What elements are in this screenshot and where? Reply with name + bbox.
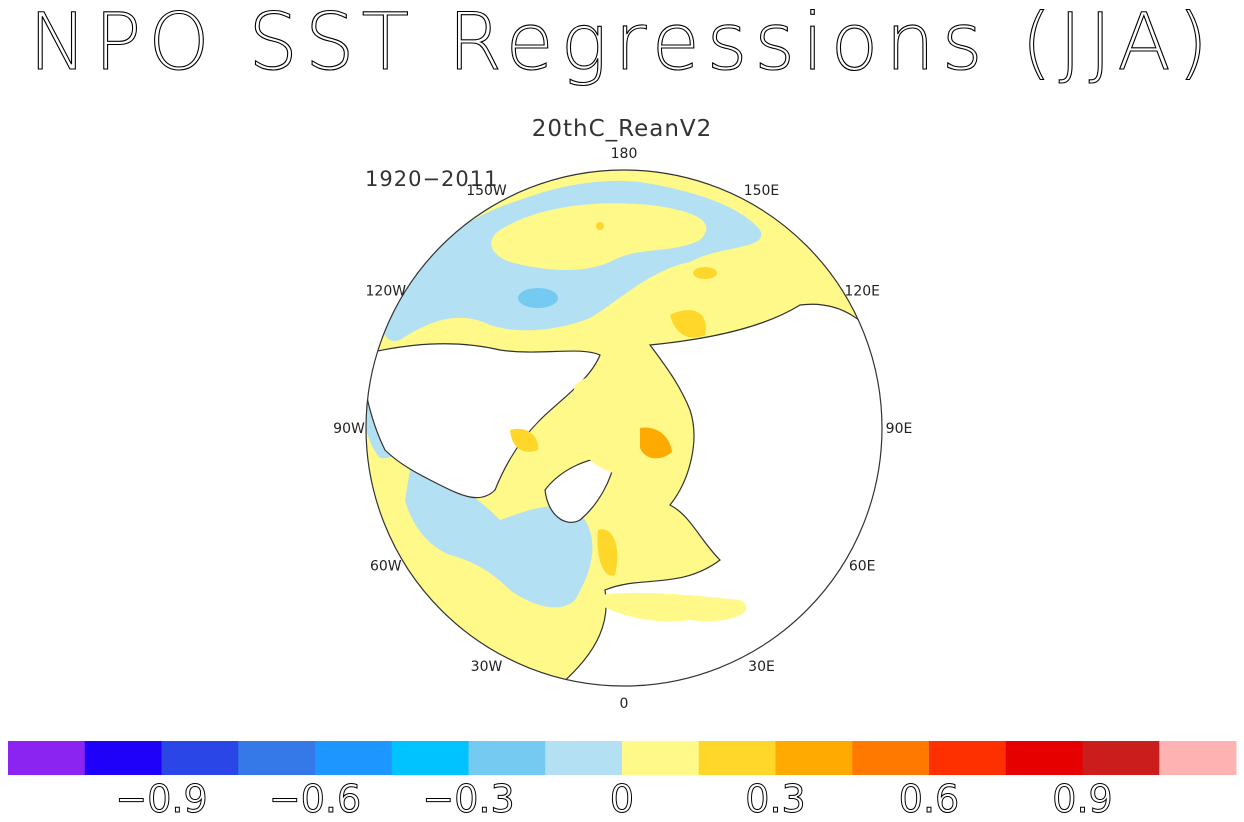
sst-field-arctic-warm (640, 427, 672, 459)
sst-field-med (600, 592, 747, 622)
colorbar-swatch (1159, 741, 1237, 775)
colorbar-swatch (698, 741, 776, 775)
longitude-label: 30E (748, 659, 775, 675)
sst-field-positive-npac (491, 203, 707, 270)
colorbar-swatch (315, 741, 393, 775)
sst-field-hudson (510, 428, 539, 452)
colorbar-tick-label: 0.9 (1052, 777, 1112, 821)
colorbar-swatch (468, 741, 546, 775)
longitude-label: 0 (620, 696, 629, 712)
longitude-label: 60W (370, 559, 402, 575)
land-greenland (544, 457, 616, 523)
period-label: 1920−2011 (365, 167, 499, 191)
colorbar-tick-label: 0.3 (745, 777, 805, 821)
land-eurasia (366, 303, 882, 686)
longitude-labels: 180 150E 120E 90E 60E 30E 0 30W 60W 90W 120W 150W (333, 146, 912, 712)
colorbar-swatch (1005, 741, 1083, 775)
longitude-label: 90W (333, 421, 365, 437)
colorbar-swatch (545, 741, 623, 775)
longitude-label: 150W (466, 183, 507, 199)
colorbar-tick-label: 0.6 (899, 777, 959, 821)
map-title: NPO SST Regressions (JJA) (28, 0, 1216, 88)
sst-field-negative-natl (405, 470, 593, 608)
colorbar-swatch (161, 741, 239, 775)
colorbar-swatch (391, 741, 469, 775)
colorbar-swatch (1082, 741, 1160, 775)
colorbar-swatch (929, 741, 1007, 775)
colorbar-tick-label: 0 (610, 777, 634, 821)
longitude-label: 150E (744, 183, 780, 199)
colorbar-swatch (622, 741, 700, 775)
colorbar-swatch (775, 741, 853, 775)
colorbar-swatch (84, 741, 162, 775)
longitude-label: 180 (611, 146, 638, 162)
colorbar-swatch (852, 741, 930, 775)
sst-field-okhotsk (670, 310, 706, 338)
map-fields (366, 170, 882, 686)
sst-field-baltic (597, 529, 618, 576)
map-boundary (365, 169, 883, 687)
colorbar: −0.9 −0.6 −0.3 0 0.3 0.6 0.9 (8, 741, 1237, 822)
colorbar-swatch (8, 741, 86, 775)
sst-field-positive-spot (693, 267, 717, 279)
sst-field-negative-core (518, 288, 558, 308)
colorbar-tick-label: −0.3 (422, 777, 514, 821)
colorbar-tick-label: −0.9 (115, 777, 207, 821)
longitude-label: 60E (849, 559, 876, 575)
colorbar-swatch (238, 741, 316, 775)
longitude-label: 120E (844, 284, 880, 300)
longitude-label: 90E (886, 421, 913, 437)
sst-field-positive-spot (596, 222, 604, 230)
colorbar-tick-label: −0.6 (269, 777, 361, 821)
longitude-label: 120W (366, 284, 407, 300)
map-subtitle: 20thC_ReanV2 (531, 116, 713, 142)
longitude-label: 30W (471, 659, 503, 675)
